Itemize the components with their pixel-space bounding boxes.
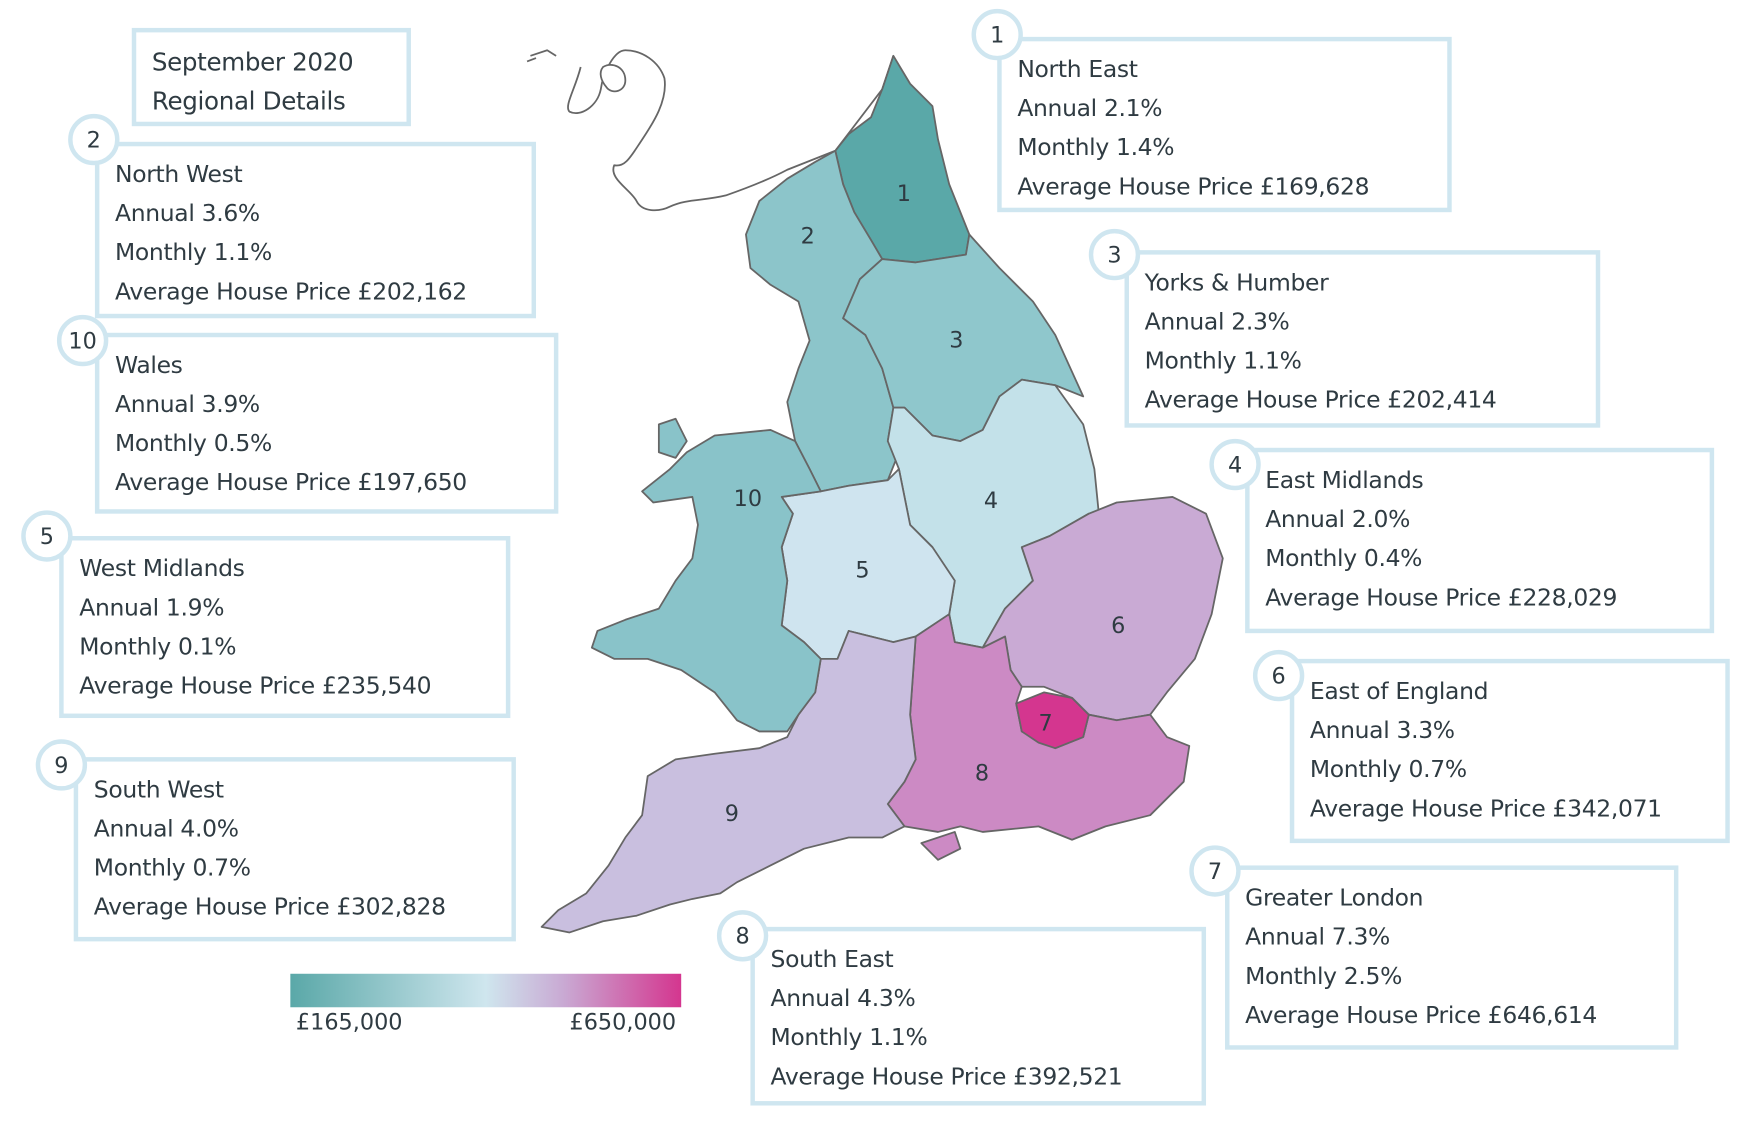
region-monthly: Monthly 1.1% (1144, 347, 1302, 375)
badge-10: 10 (56, 314, 109, 367)
region-name: East of England (1309, 677, 1489, 705)
region-price: Average House Price £228,029 (1265, 584, 1618, 611)
map-label-9: 9 (725, 801, 739, 827)
region-price: Average House Price £235,540 (79, 672, 432, 700)
price-legend-gradient (290, 973, 682, 1008)
region-annual: Annual 7.3% (1245, 923, 1390, 951)
region-annual: Annual 3.9% (115, 390, 260, 418)
region-monthly: Monthly 1.1% (770, 1024, 928, 1051)
legend-min-label: £165,000 (295, 1008, 403, 1036)
scotland-loch (599, 63, 627, 93)
region-monthly: Monthly 1.4% (1017, 134, 1175, 161)
map-label-1: 1 (897, 181, 911, 207)
info-box-east-midlands: East Midlands Annual 2.0% Monthly 0.4% Aver… (1245, 447, 1715, 634)
region-name: North West (115, 160, 243, 188)
map-label-8: 8 (975, 761, 989, 787)
region-name: East Midlands (1265, 466, 1424, 494)
region-monthly: Monthly 0.5% (115, 429, 272, 457)
region-monthly: Monthly 1.1% (115, 238, 272, 266)
map-label-5: 5 (855, 557, 869, 583)
info-box-north-east: North East Annual 2.1% Monthly 1.4% Average… (997, 36, 1452, 213)
region-annual: Annual 4.3% (770, 984, 916, 1012)
region-price: Average House Price £202,162 (115, 278, 467, 305)
isle-of-wight (920, 831, 962, 861)
info-box-wales: Wales Annual 3.9% Monthly 0.5% Average Hous… (94, 332, 559, 514)
region-name: West Midlands (79, 554, 245, 582)
region-annual: Annual 2.1% (1017, 94, 1163, 122)
badge-3: 3 (1088, 228, 1141, 281)
region-annual: Annual 3.6% (115, 199, 260, 227)
region-price: Average House Price £302,828 (93, 893, 446, 921)
map-label-4: 4 (984, 488, 998, 514)
region-price: Average House Price £342,071 (1309, 795, 1662, 822)
scotland-coastline (567, 49, 895, 212)
info-box-greater-london: Greater London Annual 7.3% Monthly 2.5% Ave… (1225, 865, 1679, 1050)
region-monthly: Monthly 0.1% (79, 633, 237, 660)
region-annual: Annual 1.9% (79, 594, 225, 621)
badge-9: 9 (35, 739, 88, 791)
region-monthly: Monthly 0.7% (93, 854, 251, 882)
region-name: South East (770, 945, 894, 973)
region-monthly: Monthly 2.5% (1245, 962, 1403, 990)
legend-max-label: £650,000 (569, 1008, 677, 1036)
region-price: Average House Price £197,650 (115, 469, 467, 496)
title-box: September 2020 Regional Details (131, 27, 411, 127)
info-box-west-midlands: West Midlands Annual 1.9% Monthly 0.1% Aver… (59, 536, 511, 719)
region-wales[interactable] (590, 429, 822, 733)
map-label-7: 7 (1039, 710, 1053, 736)
title-line-2: Regional Details (151, 88, 346, 117)
region-name: South West (93, 776, 224, 803)
scotland-islet (526, 49, 557, 63)
badge-7: 7 (1189, 845, 1241, 897)
map-label-10: 10 (734, 486, 762, 512)
info-box-north-west: North West Annual 3.6% Monthly 1.1% Average… (94, 141, 537, 319)
region-price: Average House Price £646,614 (1245, 1001, 1598, 1029)
title-line-1: September 2020 (151, 49, 354, 78)
region-annual: Annual 3.3% (1309, 716, 1455, 744)
region-annual: Annual 4.0% (93, 815, 239, 842)
region-monthly: Monthly 0.4% (1265, 544, 1423, 572)
badge-2: 2 (68, 113, 120, 166)
info-box-yorks-humber: Yorks & Humber Annual 2.3% Monthly 1.1% Ave… (1124, 250, 1601, 428)
badge-8: 8 (716, 910, 769, 962)
map-label-2: 2 (801, 223, 815, 249)
region-greater-london[interactable] (1015, 691, 1090, 750)
region-name: Wales (115, 351, 183, 379)
region-south-west[interactable] (540, 630, 917, 934)
region-monthly: Monthly 0.7% (1309, 756, 1467, 783)
region-price: Average House Price £392,521 (770, 1063, 1123, 1090)
region-name: Yorks & Humber (1144, 269, 1329, 296)
map-label-6: 6 (1111, 613, 1125, 639)
region-name: Greater London (1245, 884, 1424, 912)
region-annual: Annual 2.0% (1265, 505, 1411, 533)
info-box-east-of-england: East of England Annual 3.3% Monthly 0.7% Av… (1289, 658, 1730, 844)
anglesey (657, 417, 688, 459)
region-price: Average House Price £202,414 (1144, 386, 1497, 414)
map-label-3: 3 (949, 327, 963, 353)
info-box-south-east: South East Annual 4.3% Monthly 1.1% Average… (750, 926, 1207, 1106)
badge-4: 4 (1209, 438, 1261, 491)
badge-5: 5 (21, 510, 73, 562)
badge-6: 6 (1252, 649, 1305, 702)
info-box-south-west: South West Annual 4.0% Monthly 0.7% Average… (73, 757, 516, 942)
region-annual: Annual 2.3% (1144, 308, 1290, 336)
region-price: Average House Price £169,628 (1017, 173, 1370, 200)
region-name: North East (1017, 55, 1138, 83)
badge-1: 1 (971, 8, 1023, 61)
